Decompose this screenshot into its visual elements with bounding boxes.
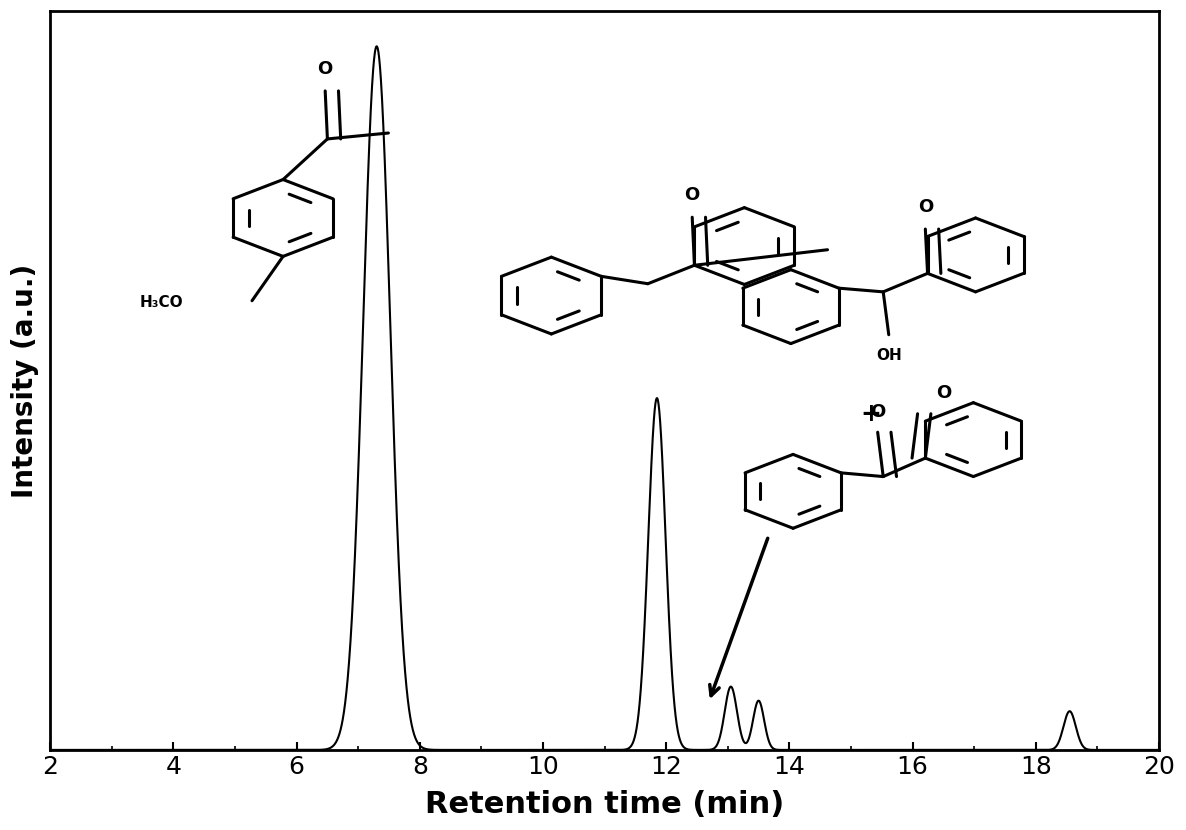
Text: O: O	[937, 384, 952, 402]
Text: O: O	[871, 403, 885, 421]
X-axis label: Retention time (min): Retention time (min)	[425, 790, 784, 819]
Text: O: O	[918, 198, 933, 216]
Text: OH: OH	[876, 348, 901, 363]
Text: +: +	[860, 402, 881, 426]
Text: O: O	[684, 186, 700, 204]
Y-axis label: Intensity (a.u.): Intensity (a.u.)	[11, 263, 39, 498]
Text: O: O	[318, 60, 333, 78]
Text: H₃CO: H₃CO	[140, 295, 184, 310]
